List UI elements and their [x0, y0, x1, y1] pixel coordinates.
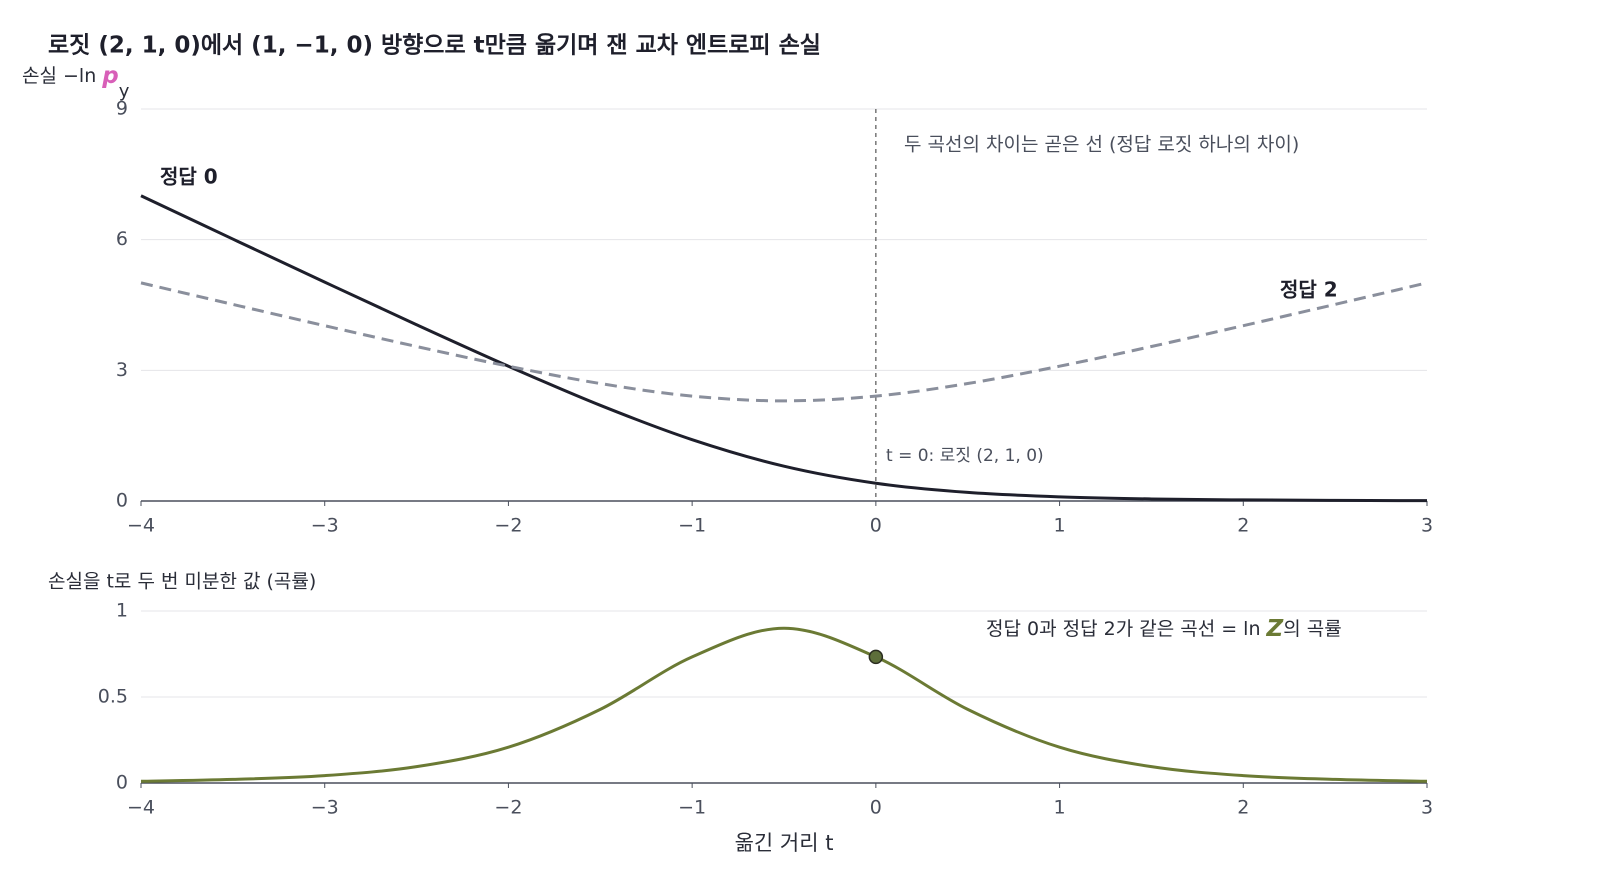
y-tick-label: 3	[116, 359, 128, 381]
y-tick-label: 0	[116, 490, 128, 512]
x-tick-label: −2	[494, 515, 522, 537]
x-tick-label: 2	[1237, 515, 1249, 537]
x-axis-label: 옮긴 거리 t	[735, 831, 834, 855]
y-label-symbol: p	[101, 63, 118, 89]
x-tick-label: −4	[127, 515, 155, 537]
y-tick-label: 0.5	[98, 686, 128, 708]
annotation: t = 0: 로짓 (2, 1, 0)	[886, 446, 1044, 466]
x-tick-label: 3	[1421, 515, 1433, 537]
line-series	[140, 281, 1428, 403]
x-tick-label: 0	[870, 797, 882, 819]
y-tick-label: 0	[116, 772, 128, 794]
line-series	[140, 626, 1428, 783]
y-label-text: 손실 −ln	[22, 65, 102, 87]
x-tick-label: 1	[1054, 797, 1066, 819]
x-tick-label: 0	[870, 515, 882, 537]
annotation-text: 정답 0과 정답 2가 같은 곡선 = ln	[986, 618, 1267, 640]
annotation-suffix: 의 곡률	[1283, 618, 1341, 640]
x-tick-label: −2	[494, 797, 522, 819]
y-tick-label: 6	[116, 228, 128, 250]
y-label-subscript: y	[119, 81, 130, 102]
x-tick-label: −3	[311, 515, 339, 537]
x-tick-label: −3	[311, 797, 339, 819]
annotation-symbol: Z	[1266, 616, 1285, 642]
x-tick-label: 1	[1054, 515, 1066, 537]
series-label: 정답 0	[160, 165, 218, 189]
x-tick-label: 3	[1421, 797, 1433, 819]
x-tick-label: −1	[678, 515, 706, 537]
series-label: 정답 2	[1280, 278, 1338, 302]
y-tick-label: 9	[116, 98, 128, 120]
chart-title: 로짓 (2, 1, 0)에서 (1, −1, 0) 방향으로 t만큼 옮기며 잰…	[48, 33, 821, 59]
annotation: 정답 0과 정답 2가 같은 곡선 = ln Z의 곡률	[986, 616, 1342, 642]
x-tick-label: −1	[678, 797, 706, 819]
y-axis-label: 손실을 t로 두 번 미분한 값 (곡률)	[48, 571, 316, 593]
x-tick-label: 2	[1237, 797, 1249, 819]
y-tick-label: 1	[116, 600, 128, 622]
x-tick-label: −4	[127, 797, 155, 819]
line-series	[140, 194, 1428, 503]
y-axis-label: 손실 −ln py	[22, 63, 130, 103]
point-marker	[868, 649, 884, 665]
annotation: 두 곡선의 차이는 곧은 선 (정답 로짓 하나의 차이)	[904, 134, 1299, 156]
